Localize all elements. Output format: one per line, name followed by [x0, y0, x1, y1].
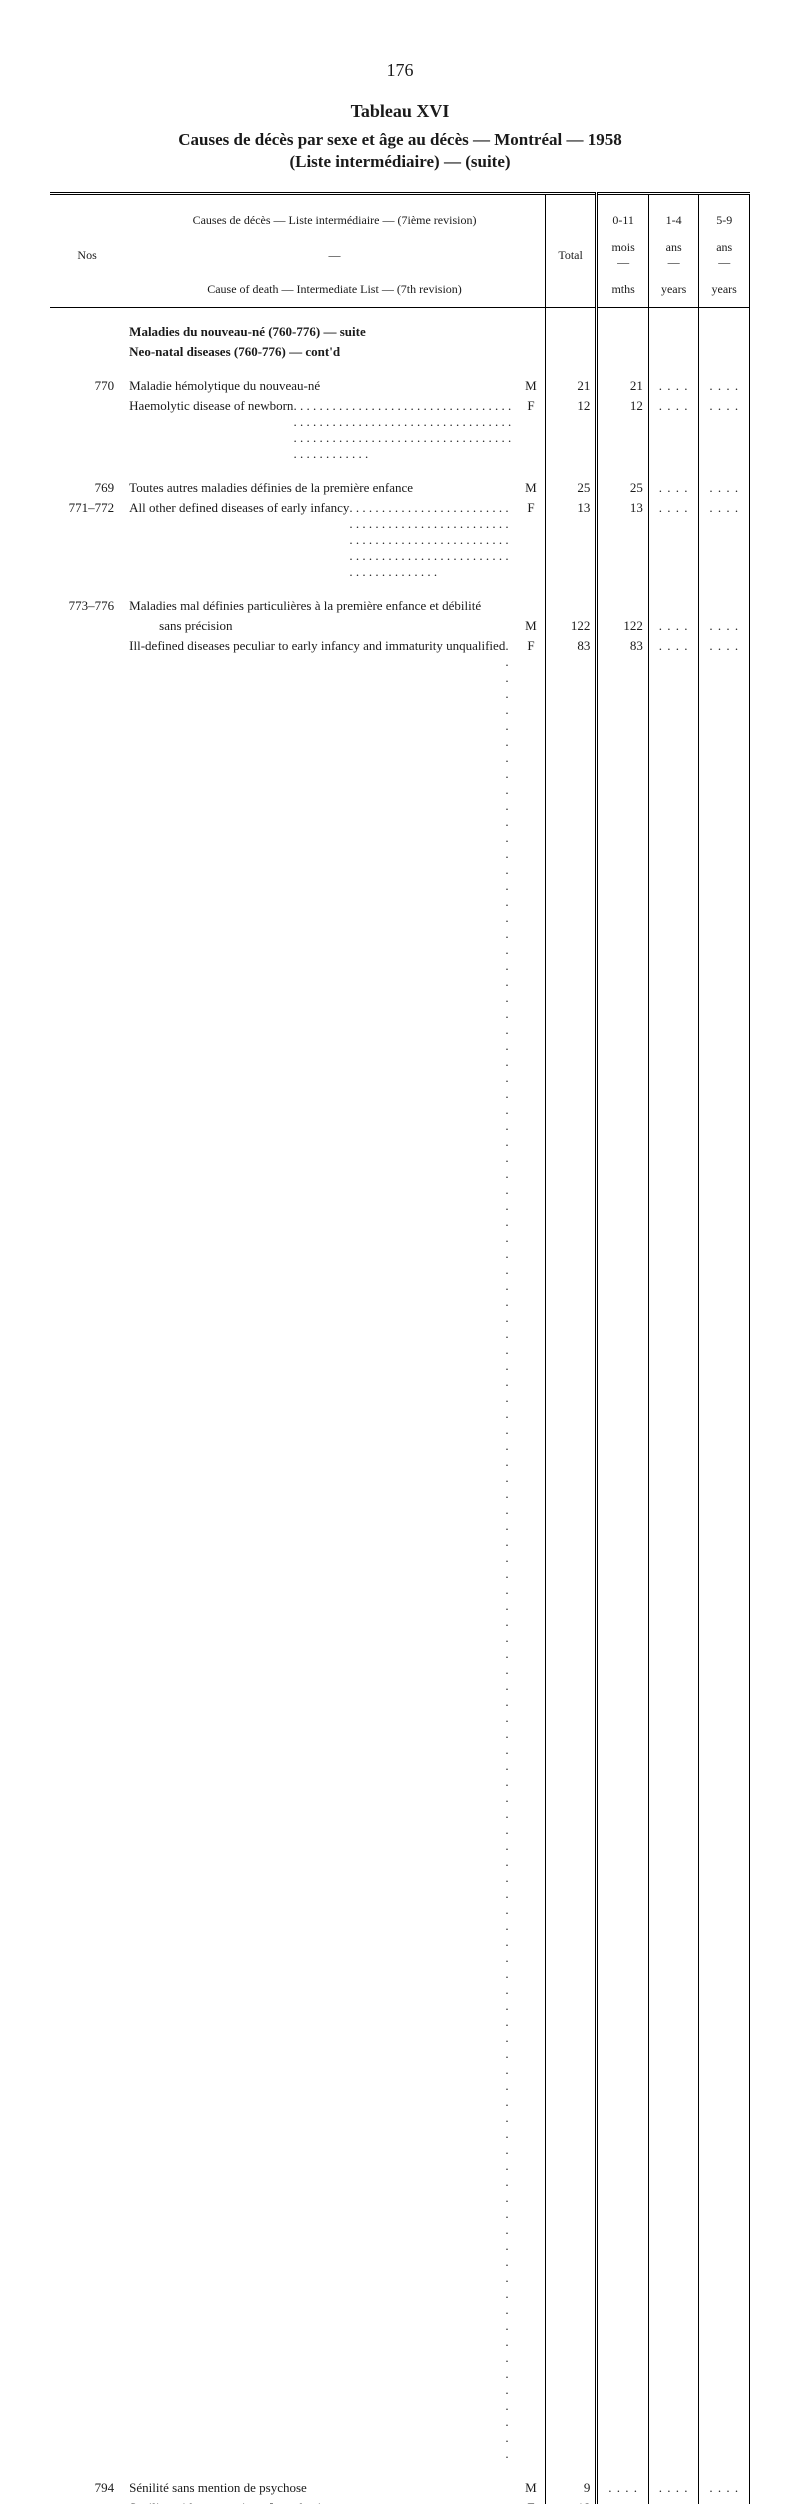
header-row-2: — mois— ans— ans—: [50, 234, 750, 276]
row-nos: 794: [50, 2478, 124, 2498]
page: 176 Tableau XVI Causes de décès par sexe…: [0, 0, 800, 2504]
header-cause-fr: Causes de décès — Liste intermédiaire — …: [124, 194, 545, 235]
title-line-1: Causes de décès par sexe et âge au décès…: [50, 130, 750, 150]
section-row: Maladies du nouveau-né (760-776) — suite: [50, 322, 750, 342]
header-c1-mid: ans—: [648, 234, 699, 276]
section-row-en: Neo-natal diseases (760-776) — cont'd: [50, 342, 750, 362]
row-nos: 773–776: [50, 596, 124, 616]
header-c0-mid: mois—: [597, 234, 649, 276]
table-row: sans précisionM122122. . . .. . . .: [50, 616, 750, 636]
header-c2-bot: years: [699, 276, 750, 303]
header-row-3: Cause of death — Intermediate List — (7t…: [50, 276, 750, 303]
header-cause-en: Cause of death — Intermediate List — (7t…: [124, 276, 545, 303]
header-c0-top: 0-11: [597, 194, 649, 235]
table-row: 773–776Maladies mal définies particulièr…: [50, 596, 750, 616]
table-row: 794Sénilité sans mention de psychoseM9. …: [50, 2478, 750, 2498]
header-row-1: Nos Causes de décès — Liste intermédiair…: [50, 194, 750, 235]
section-fr: Maladies du nouveau-né (760-776) — suite: [124, 322, 545, 342]
data-table: Nos Causes de décès — Liste intermédiair…: [50, 192, 750, 2504]
header-total: Total: [545, 194, 597, 304]
table-row: Ill-defined diseases peculiar to early i…: [50, 636, 750, 2464]
table-row: 770Maladie hémolytique du nouveau-néM212…: [50, 376, 750, 396]
header-c2-mid: ans—: [699, 234, 750, 276]
section-en: Neo-natal diseases (760-776) — cont'd: [124, 342, 545, 362]
row-nos: 769: [50, 478, 124, 498]
table-row: 769Toutes autres maladies définies de la…: [50, 478, 750, 498]
header-nos: Nos: [50, 194, 124, 304]
header-c1-top: 1-4: [648, 194, 699, 235]
table-row: 771–772All other defined diseases of ear…: [50, 498, 750, 582]
header-c1-bot: years: [648, 276, 699, 303]
table-label: Tableau XVI: [50, 101, 750, 122]
header-c2-top: 5-9: [699, 194, 750, 235]
row-nos: 770: [50, 376, 124, 396]
table-row: Haemolytic disease of newbornF1212. . . …: [50, 396, 750, 464]
table-row: Senility without mention of psychosisF18…: [50, 2498, 750, 2504]
page-number: 176: [50, 60, 750, 81]
title-line-2: (Liste intermédiaire) — (suite): [50, 152, 750, 172]
header-c0-bot: mths: [597, 276, 649, 303]
